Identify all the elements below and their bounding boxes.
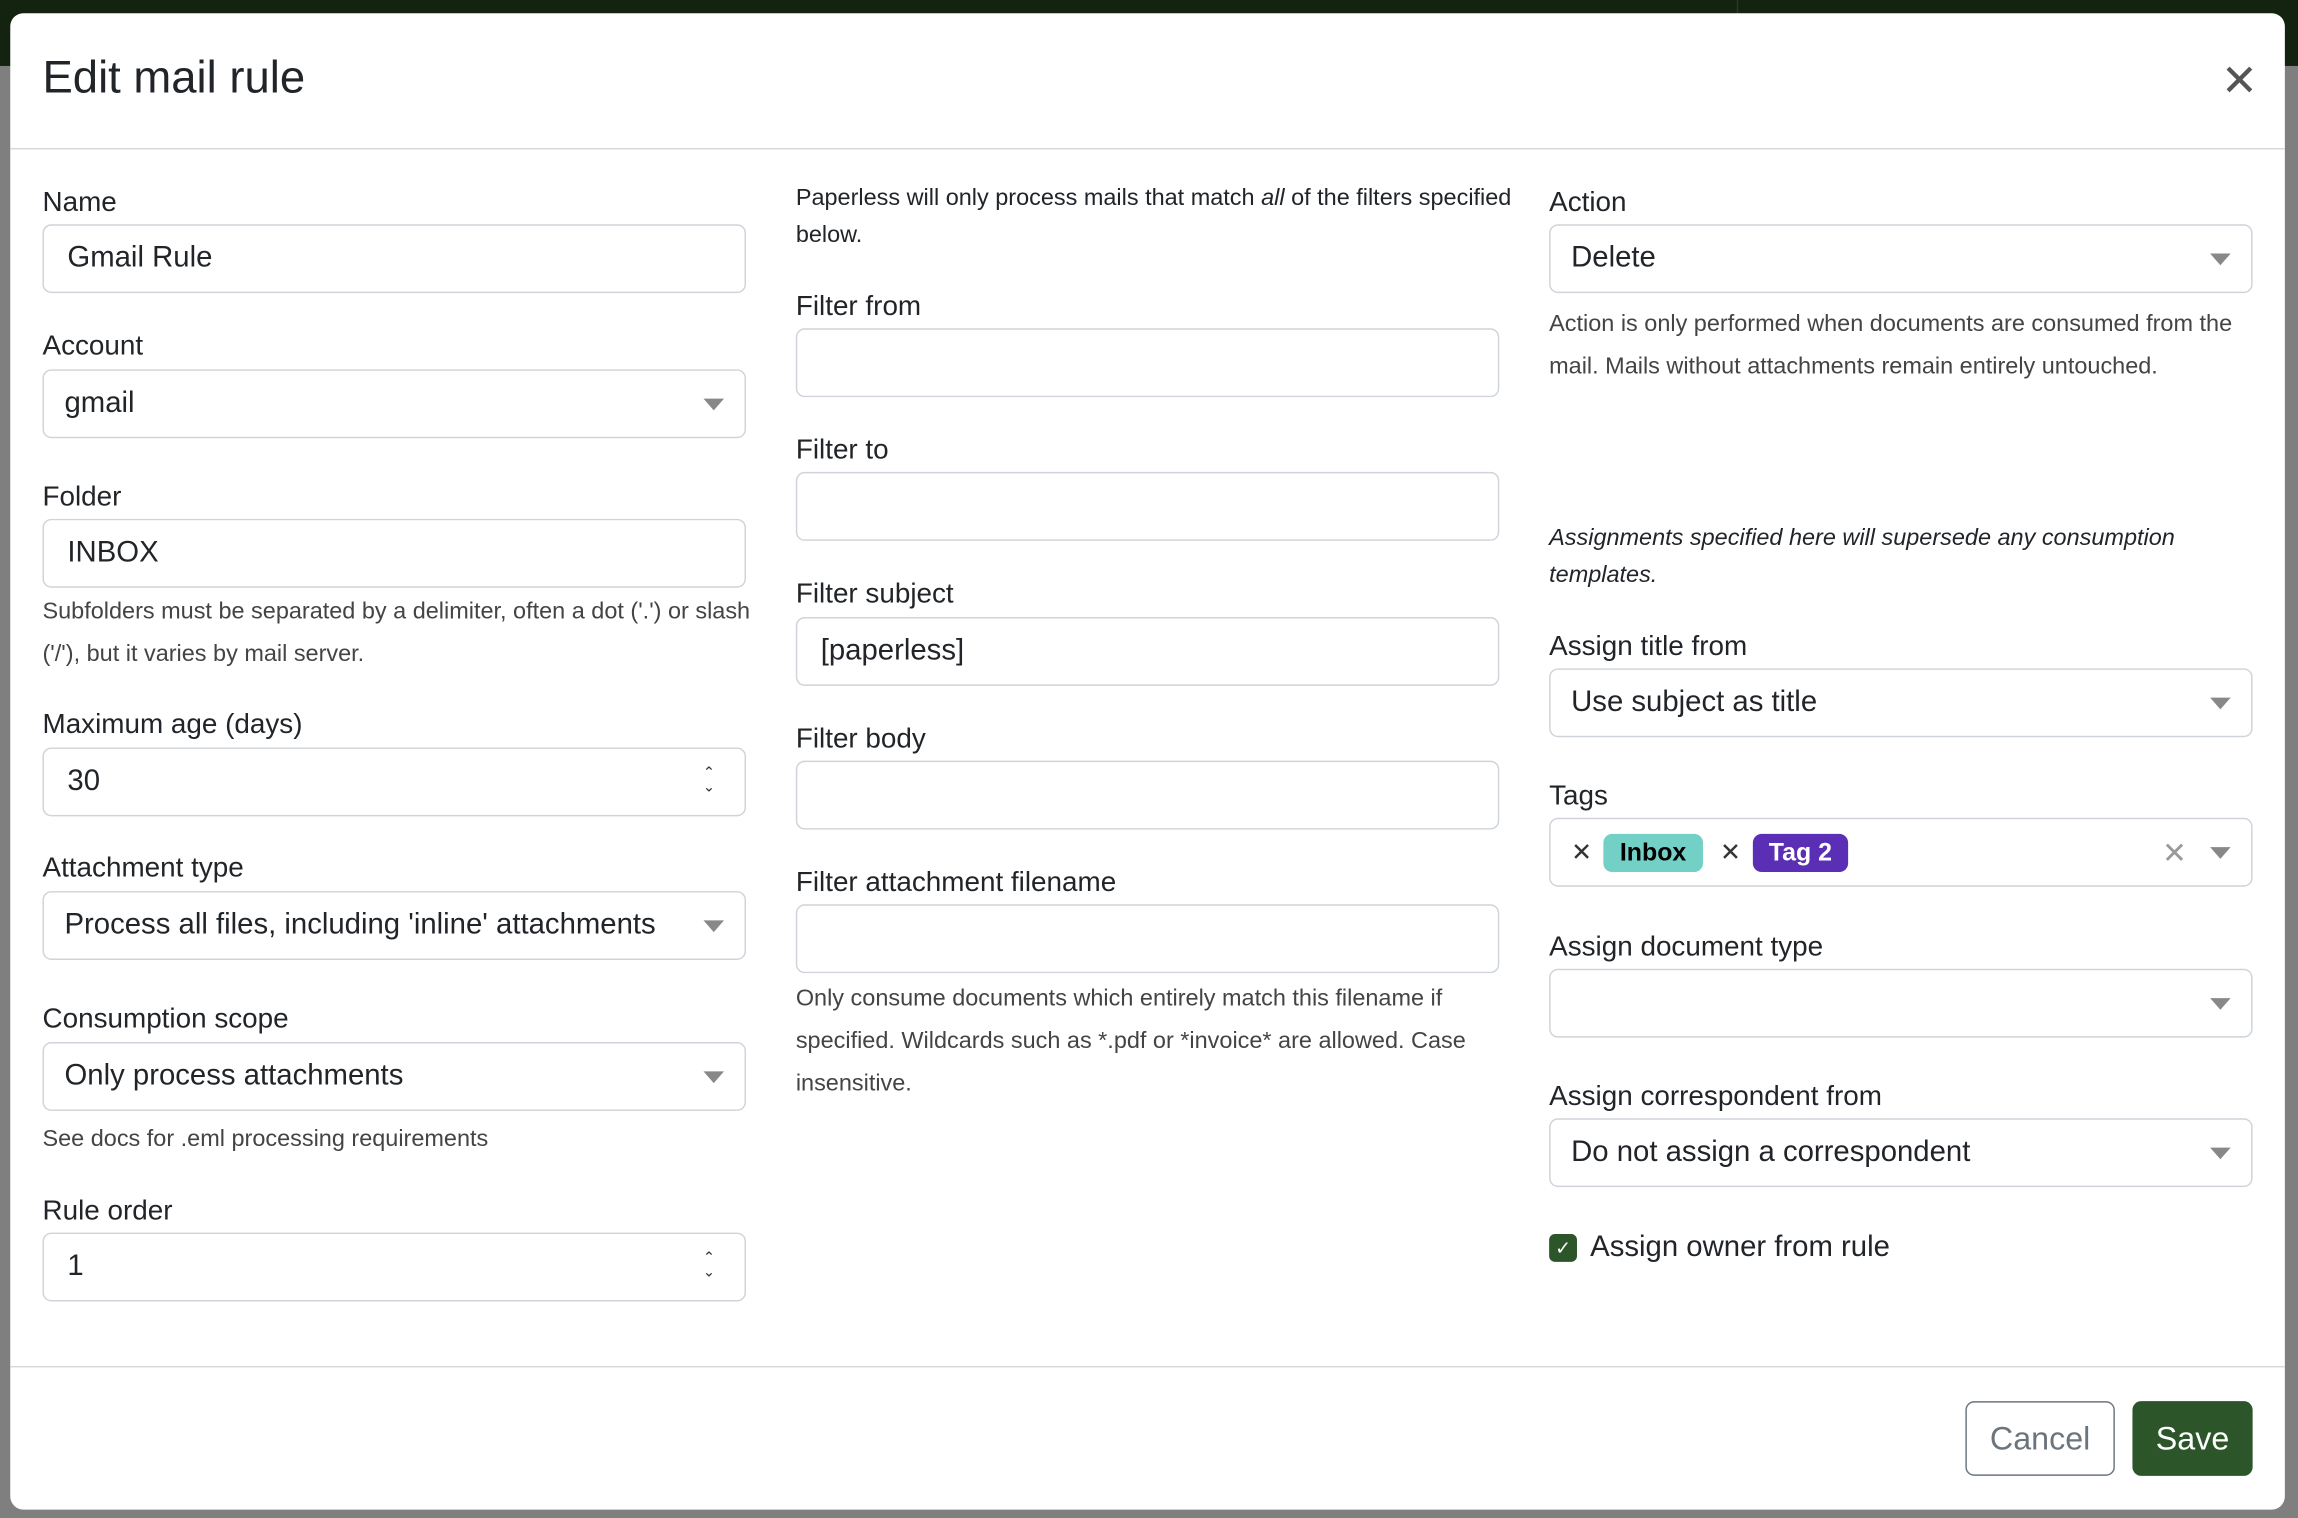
assign-title-label: Assign title from xyxy=(1549,631,1748,663)
consumption-scope-label: Consumption scope xyxy=(42,1003,289,1035)
action-label: Action xyxy=(1549,187,1627,219)
attachment-type-label: Attachment type xyxy=(42,852,244,884)
consumption-scope-value: Only process attachments xyxy=(64,1059,404,1092)
correspondent-label: Assign correspondent from xyxy=(1549,1081,1882,1113)
doc-type-select[interactable] xyxy=(1549,968,2253,1038)
chevron-down-icon xyxy=(703,1071,725,1084)
assign-note: Assignments specified here will supersed… xyxy=(1549,526,2175,587)
folder-input[interactable]: INBOX xyxy=(42,518,746,588)
filter-subject-value: [paperless] xyxy=(820,634,965,667)
rule-order-input[interactable]: 1 ⌃ ⌄ xyxy=(42,1232,746,1302)
filters-intro: Paperless will only process mails that m… xyxy=(796,182,1514,254)
filter-to-input[interactable] xyxy=(795,471,1500,541)
name-input[interactable]: Gmail Rule xyxy=(42,224,746,294)
account-select[interactable]: gmail xyxy=(42,369,746,439)
action-select[interactable]: Delete xyxy=(1549,224,2253,294)
account-label: Account xyxy=(42,331,144,363)
close-icon[interactable]: ✕ xyxy=(2221,57,2258,106)
chevron-down-icon xyxy=(2210,847,2231,859)
filter-attachment-label: Filter attachment filename xyxy=(795,867,1117,899)
consumption-scope-select[interactable]: Only process attachments xyxy=(42,1042,746,1111)
filter-to-label: Filter to xyxy=(795,435,889,467)
doc-type-label: Assign document type xyxy=(1549,932,1824,963)
remove-tag-icon[interactable]: ✕ xyxy=(1720,837,1741,866)
intro-text: of the filters specified below. xyxy=(795,186,1512,247)
filter-attachment-help: Only consume documents which entirely ma… xyxy=(795,986,1466,1097)
attachment-type-select[interactable]: Process all files, including 'inline' at… xyxy=(42,891,746,960)
stepper-icon[interactable]: ⌃ ⌄ xyxy=(702,1250,716,1281)
rule-order-label: Rule order xyxy=(42,1195,173,1227)
assign-title-select[interactable]: Use subject as title xyxy=(1549,668,2253,738)
filter-subject-input[interactable]: [paperless] xyxy=(795,617,1500,686)
tags-label: Tags xyxy=(1549,781,1608,812)
max-age-input[interactable]: 30 ⌃ ⌄ xyxy=(42,747,746,817)
action-help: Action is only performed when documents … xyxy=(1549,312,2233,380)
correspondent-value: Do not assign a correspondent xyxy=(1571,1135,1971,1169)
name-value: Gmail Rule xyxy=(67,241,213,275)
remove-tag-icon[interactable]: ✕ xyxy=(1571,837,1593,866)
intro-emphasis: all xyxy=(1261,186,1285,212)
max-age-label: Maximum age (days) xyxy=(42,709,303,741)
save-button[interactable]: Save xyxy=(2132,1401,2253,1476)
tag-chip: Inbox xyxy=(1603,833,1703,872)
filter-body-input[interactable] xyxy=(795,760,1500,830)
dialog-title: Edit mail rule xyxy=(42,51,306,103)
max-age-value: 30 xyxy=(67,765,101,798)
account-value: gmail xyxy=(64,386,135,420)
filter-from-input[interactable] xyxy=(795,328,1500,398)
chevron-down-icon xyxy=(2210,998,2231,1010)
edit-mail-rule-dialog: Edit mail rule ✕ Name Gmail Rule Account… xyxy=(10,13,2285,1510)
filter-attachment-input[interactable] xyxy=(795,904,1500,974)
chevron-down-icon xyxy=(2210,697,2231,710)
correspondent-select[interactable]: Do not assign a correspondent xyxy=(1549,1118,2253,1188)
folder-label: Folder xyxy=(42,482,122,513)
name-label: Name xyxy=(42,187,117,219)
folder-help: Subfolders must be separated by a delimi… xyxy=(42,599,751,667)
header-divider xyxy=(10,148,2285,150)
assign-title-value: Use subject as title xyxy=(1571,685,1818,719)
action-value: Delete xyxy=(1571,241,1656,275)
footer-divider xyxy=(10,1365,2285,1368)
attachment-type-value: Process all files, including 'inline' at… xyxy=(64,908,656,941)
rule-order-value: 1 xyxy=(67,1250,84,1283)
intro-text: Paperless will only process mails that m… xyxy=(795,186,1262,212)
clear-icon[interactable]: ✕ xyxy=(2162,838,2187,871)
chevron-down-icon xyxy=(2210,253,2231,266)
consumption-scope-help: See docs for .eml processing requirement… xyxy=(42,1127,489,1152)
filter-body-label: Filter body xyxy=(795,724,926,755)
tag-chip: Tag 2 xyxy=(1752,833,1849,872)
filter-subject-label: Filter subject xyxy=(795,578,954,610)
tags-select[interactable]: ✕ Inbox ✕ Tag 2 ✕ xyxy=(1549,817,2253,887)
folder-value: INBOX xyxy=(67,536,159,569)
owner-checkbox[interactable]: ✓ xyxy=(1549,1234,1577,1262)
filter-from-label: Filter from xyxy=(795,291,922,323)
cancel-button[interactable]: Cancel xyxy=(1965,1401,2115,1476)
chevron-down-icon xyxy=(703,398,725,411)
chevron-down-icon xyxy=(2210,1147,2231,1160)
owner-label: Assign owner from rule xyxy=(1590,1231,1890,1264)
stepper-icon[interactable]: ⌃ ⌄ xyxy=(702,765,716,796)
chevron-down-icon xyxy=(703,920,725,933)
